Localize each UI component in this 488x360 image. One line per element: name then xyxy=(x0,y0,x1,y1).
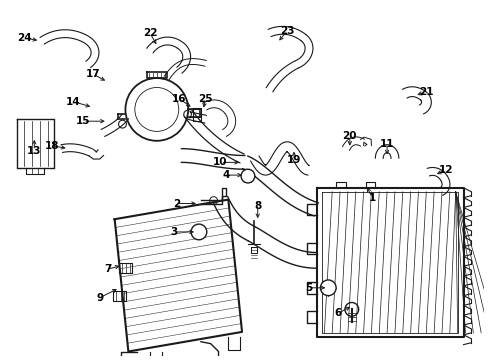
Text: 23: 23 xyxy=(279,26,294,36)
Text: 8: 8 xyxy=(254,202,261,211)
Circle shape xyxy=(191,224,206,240)
Text: 9: 9 xyxy=(96,293,103,303)
Text: 20: 20 xyxy=(342,131,356,141)
Text: 18: 18 xyxy=(44,141,59,151)
Text: 19: 19 xyxy=(286,156,301,165)
Text: 17: 17 xyxy=(85,69,100,79)
Text: 13: 13 xyxy=(27,145,41,156)
Text: 2: 2 xyxy=(172,198,180,208)
Text: 4: 4 xyxy=(222,170,229,180)
Circle shape xyxy=(320,280,335,296)
Text: 6: 6 xyxy=(334,308,341,318)
Text: 25: 25 xyxy=(198,94,213,104)
Text: 7: 7 xyxy=(104,264,111,274)
Text: 15: 15 xyxy=(76,116,90,126)
Text: 1: 1 xyxy=(368,193,375,203)
Text: 21: 21 xyxy=(418,87,433,97)
Text: 3: 3 xyxy=(169,227,177,237)
Text: 14: 14 xyxy=(66,96,81,107)
Text: 12: 12 xyxy=(438,165,452,175)
Text: 16: 16 xyxy=(172,94,186,104)
Text: 11: 11 xyxy=(379,139,393,149)
Text: 5: 5 xyxy=(305,283,312,293)
Text: 10: 10 xyxy=(213,157,227,167)
Text: 24: 24 xyxy=(17,33,32,43)
Text: 22: 22 xyxy=(142,28,157,38)
Circle shape xyxy=(241,169,254,183)
